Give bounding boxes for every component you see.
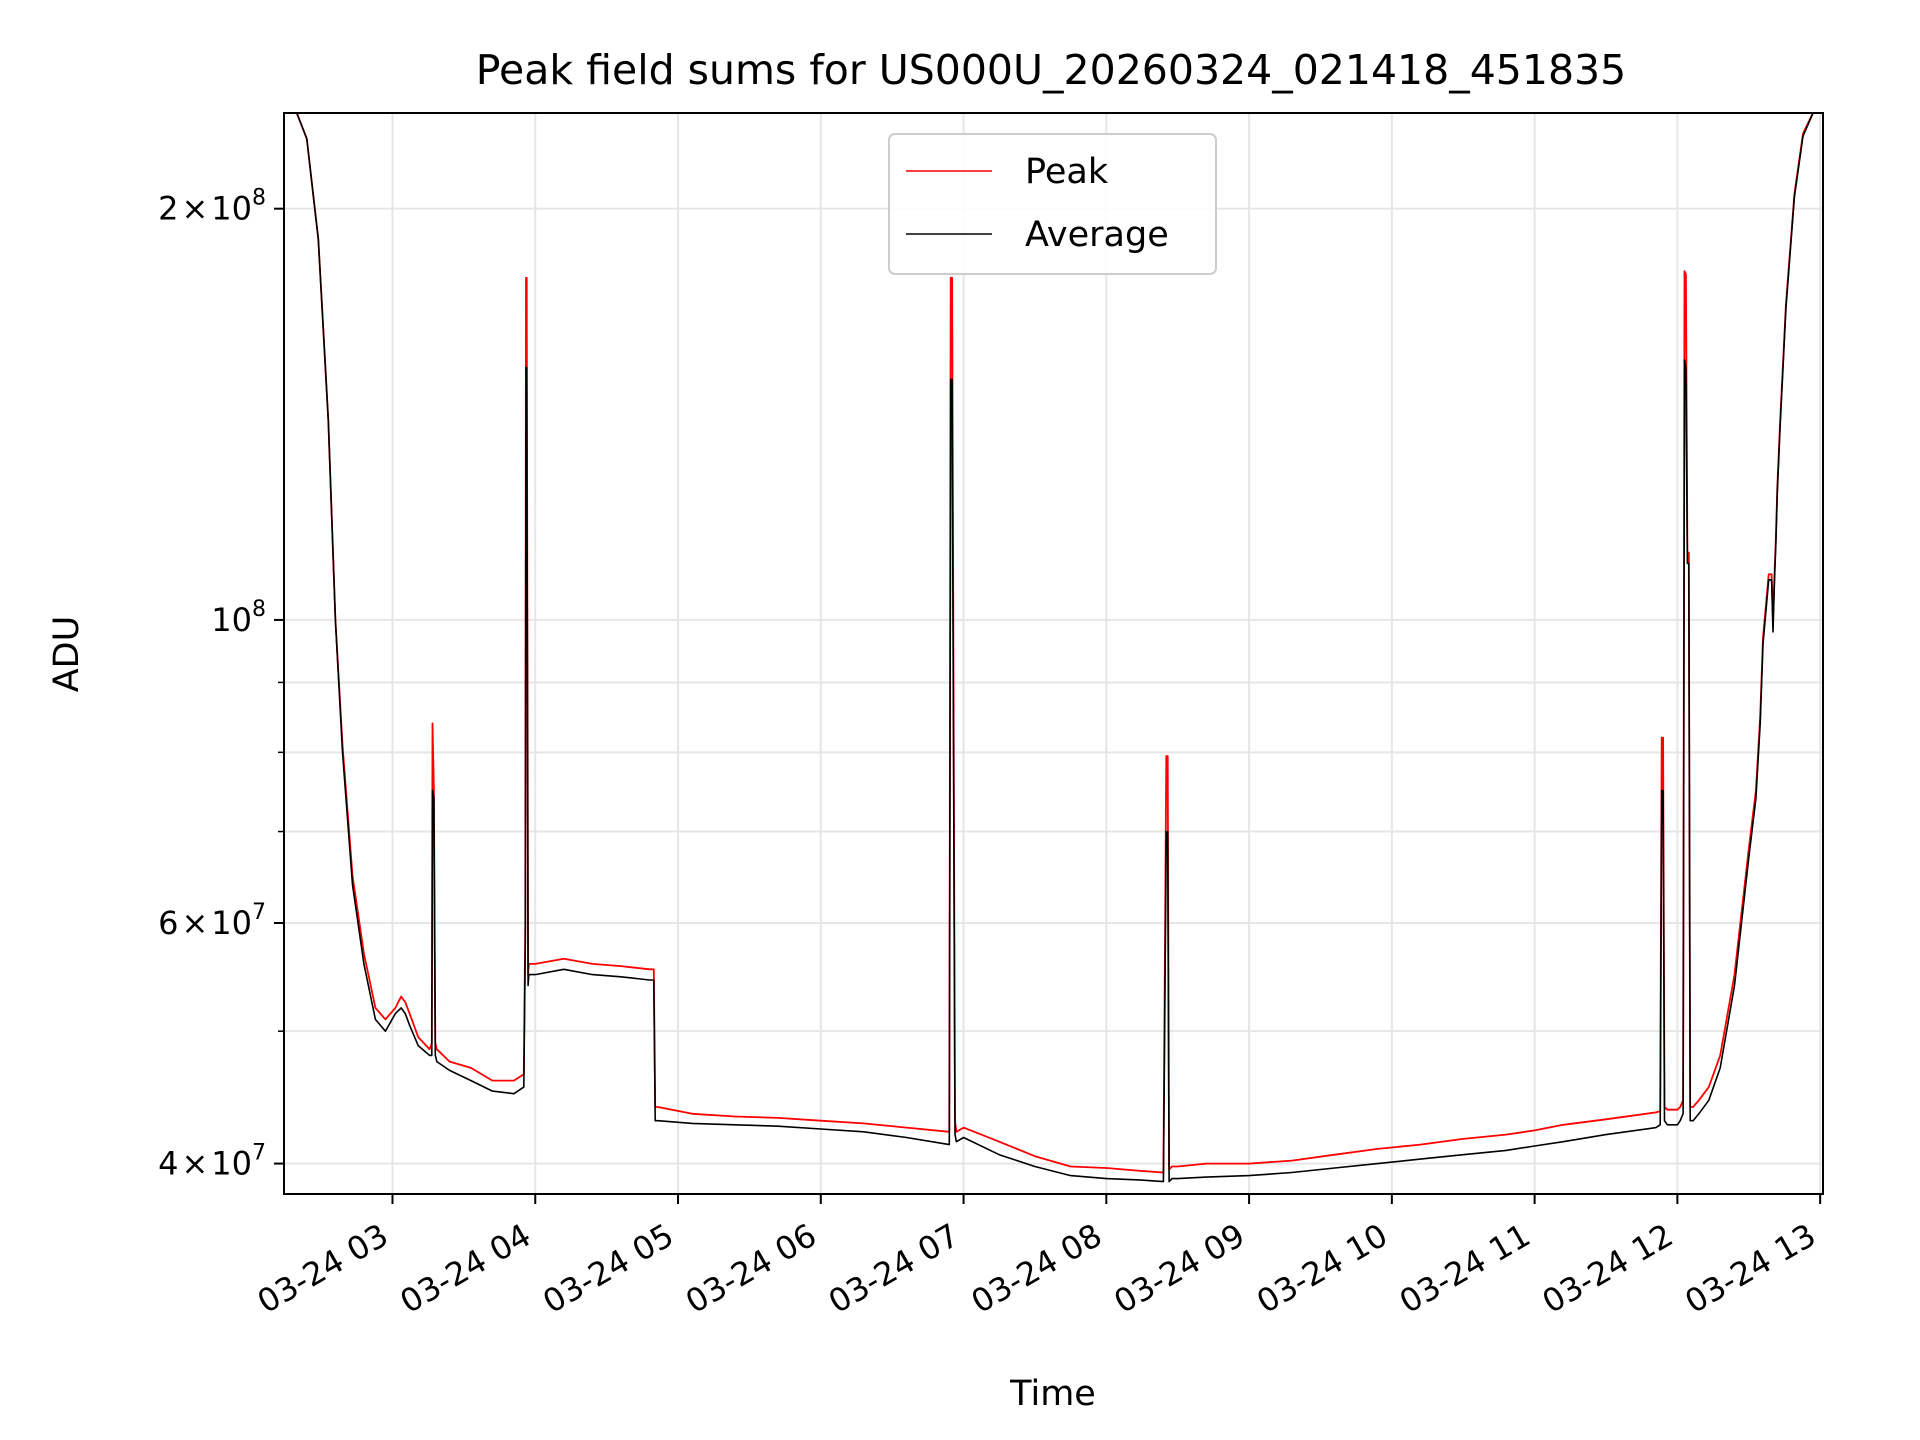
y-axis-label: ADU: [47, 616, 87, 693]
legend-box: [888, 133, 1217, 275]
y-tick-exponent: 8: [252, 186, 266, 211]
series-layer: [284, 113, 1823, 1183]
chart-title: Peak field sums for US000U_20260324_0214…: [476, 46, 1626, 94]
y-tick-base: 10: [211, 904, 252, 942]
x-axis-label: Time: [1009, 1374, 1096, 1414]
y-tick-base: 10: [211, 601, 252, 639]
y-tick-times: ×: [181, 190, 208, 228]
y-tick-mantissa: 6: [158, 904, 178, 942]
plot-background: [284, 113, 1823, 1194]
series-line-peak: [284, 113, 1823, 1174]
legend-label-peak: Peak: [1025, 152, 1109, 192]
y-tick-exponent: 8: [252, 597, 266, 622]
y-tick-exponent: 7: [252, 900, 266, 925]
y-tick-base: 10: [211, 1145, 252, 1183]
y-tick-label: 108: [211, 597, 266, 639]
y-tick-exponent: 7: [252, 1141, 266, 1166]
plot-area: [283, 112, 1824, 1195]
plot-frame: [283, 112, 1824, 1195]
y-tick-label: 6×107: [158, 900, 266, 942]
y-tick-mantissa: 4: [158, 1145, 178, 1183]
legend: Peak Average: [888, 133, 1217, 275]
y-tick-times: ×: [181, 904, 208, 942]
series-line-average: [284, 113, 1823, 1183]
y-tick-label: 2×108: [158, 186, 266, 228]
x-gridlines: [391, 113, 1822, 1194]
y-tick-times: ×: [181, 1145, 208, 1183]
y-tick-mantissa: 2: [158, 190, 178, 228]
legend-label-average: Average: [1025, 215, 1169, 255]
y-tick-label: 4×107: [158, 1141, 266, 1183]
y-tick-base: 10: [211, 190, 252, 228]
